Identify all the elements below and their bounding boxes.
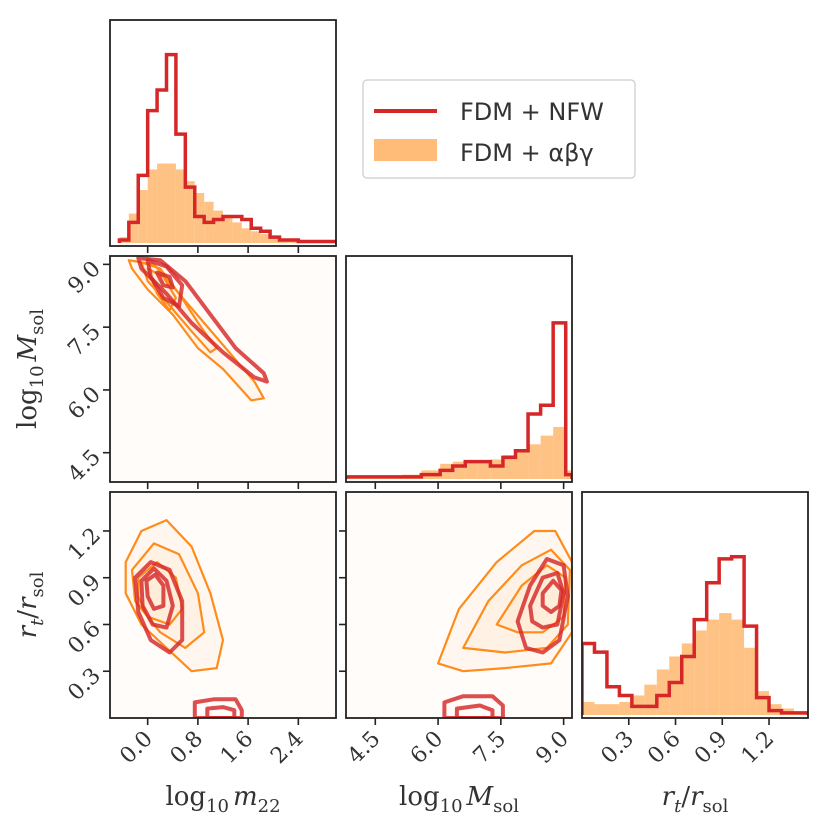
frame-m22-vs-rt [109,491,337,719]
xlabel-msol: log10 Msol [399,782,519,817]
contour-nfw-outer [192,697,244,718]
hist-bar-abg [681,643,695,715]
contour-nfw-mid [139,566,175,630]
hist-bar-abg [270,237,280,243]
hist-bar-abg [465,461,478,479]
hist-bar-abg [644,684,657,715]
x-tick-label: 0.8 [166,727,208,769]
hist-bar-abg [528,444,541,479]
frame-msol-vs-rt [345,491,573,719]
contour-nfw-inner [205,705,237,718]
frame-hist-msol [345,255,573,483]
ylabel-rt: rt/rsol [13,571,48,638]
hist-bar-abg [656,669,670,715]
legend: FDM + NFW FDM + αβγ [362,79,636,179]
hist-bar-abg [744,647,757,715]
hist-bar-abg [175,169,186,243]
hist-bar-abg [223,216,233,243]
hist-bar-abg [594,704,607,715]
y-tick-label: 4.5 [63,445,105,487]
hist-bar-abg [260,234,271,243]
frame-hist-rt [581,491,809,719]
contour-nfw-outer [133,560,185,655]
panel-msol-vs-rt [346,492,572,718]
x-tick-label: 0.3 [597,727,639,769]
hist-bar-abg [251,231,261,243]
hist-bar-abg [490,459,503,479]
x-tick-label: 7.5 [469,727,511,769]
hist-bar-abg [166,163,176,243]
xlabel-rt: rt/rsol [662,782,729,817]
legend-swatch-abg [374,139,437,161]
hist-bar-abg [213,210,223,243]
hist-bar-abg [706,619,720,715]
contour-abg-mid [462,548,571,654]
contour-nfw-inner [454,703,495,718]
hist-bar-abg [185,181,195,243]
hist-bar-abg [694,630,707,715]
frame-hist-m22 [109,19,337,247]
hist-bar-abg [515,450,529,479]
hist-bar-abg [232,222,242,243]
legend-label-nfw: FDM + NFW [460,98,604,126]
hist-bar-abg [502,455,516,479]
hist-bar-abg [606,704,620,715]
x-tick-label: 2.4 [266,727,308,769]
x-tick-label: 9.0 [531,727,573,769]
x-tick-label: 1.6 [216,727,258,769]
y-tick-label: 7.5 [63,319,105,361]
y-tick-label: 9.0 [63,257,105,299]
x-tick-label: 0.9 [690,727,732,769]
contour-nfw-mid [528,571,566,630]
hist-step-nfw [582,554,808,715]
hist-step-nfw [117,52,336,244]
hist-bar-abg [582,701,595,715]
hist-bar-abg [540,435,554,479]
hist-bar-abg [756,691,770,715]
hist-bar-abg [731,619,745,715]
contour-nfw-mid [145,258,185,309]
contour-fill-abg [125,520,223,672]
hist-step-nfw [346,321,572,479]
hist-bar-abg [619,701,632,715]
hist-bar-abg [128,213,139,243]
x-tick-label: 6.0 [406,727,448,769]
hist-bar-abg [138,190,148,243]
contour-nfw-inner [144,572,166,611]
hist-bar-abg [553,426,566,479]
hist-bar-abg [157,163,167,243]
contour-nfw-inner [155,270,175,290]
frame-m22-vs-msol [109,255,337,483]
y-tick-label: 0.3 [63,663,105,705]
x-tick-label: 1.2 [737,727,779,769]
contour-fill-abg [438,531,572,672]
contour-abg-outer [124,519,225,673]
xlabel-m22: log10 m22 [165,782,280,817]
x-tick-label: 4.5 [343,727,385,769]
x-tick-label: 0.6 [643,727,685,769]
contour-nfw-outer [442,694,505,718]
hist-bar-abg [477,461,491,479]
hist-bar-abg [669,656,682,715]
contour-abg-outer [437,529,572,673]
ylabel-msol: log10Msol [13,309,48,429]
x-tick-label: 0.0 [115,727,157,769]
contour-nfw-outer [136,256,269,384]
y-tick-label: 0.6 [63,617,105,659]
hist-bar-abg [147,169,158,243]
contour-nfw-inner [540,578,564,614]
legend-label-abg: FDM + αβγ [460,139,594,167]
panel-m22-vs-rt [110,492,336,718]
y-tick-label: 0.9 [63,570,105,612]
hist-bar-abg [719,613,732,715]
contour-nfw-outer [515,557,570,655]
y-tick-label: 6.0 [63,382,105,424]
y-tick-label: 1.2 [63,523,105,565]
hist-bar-abg [241,228,252,243]
